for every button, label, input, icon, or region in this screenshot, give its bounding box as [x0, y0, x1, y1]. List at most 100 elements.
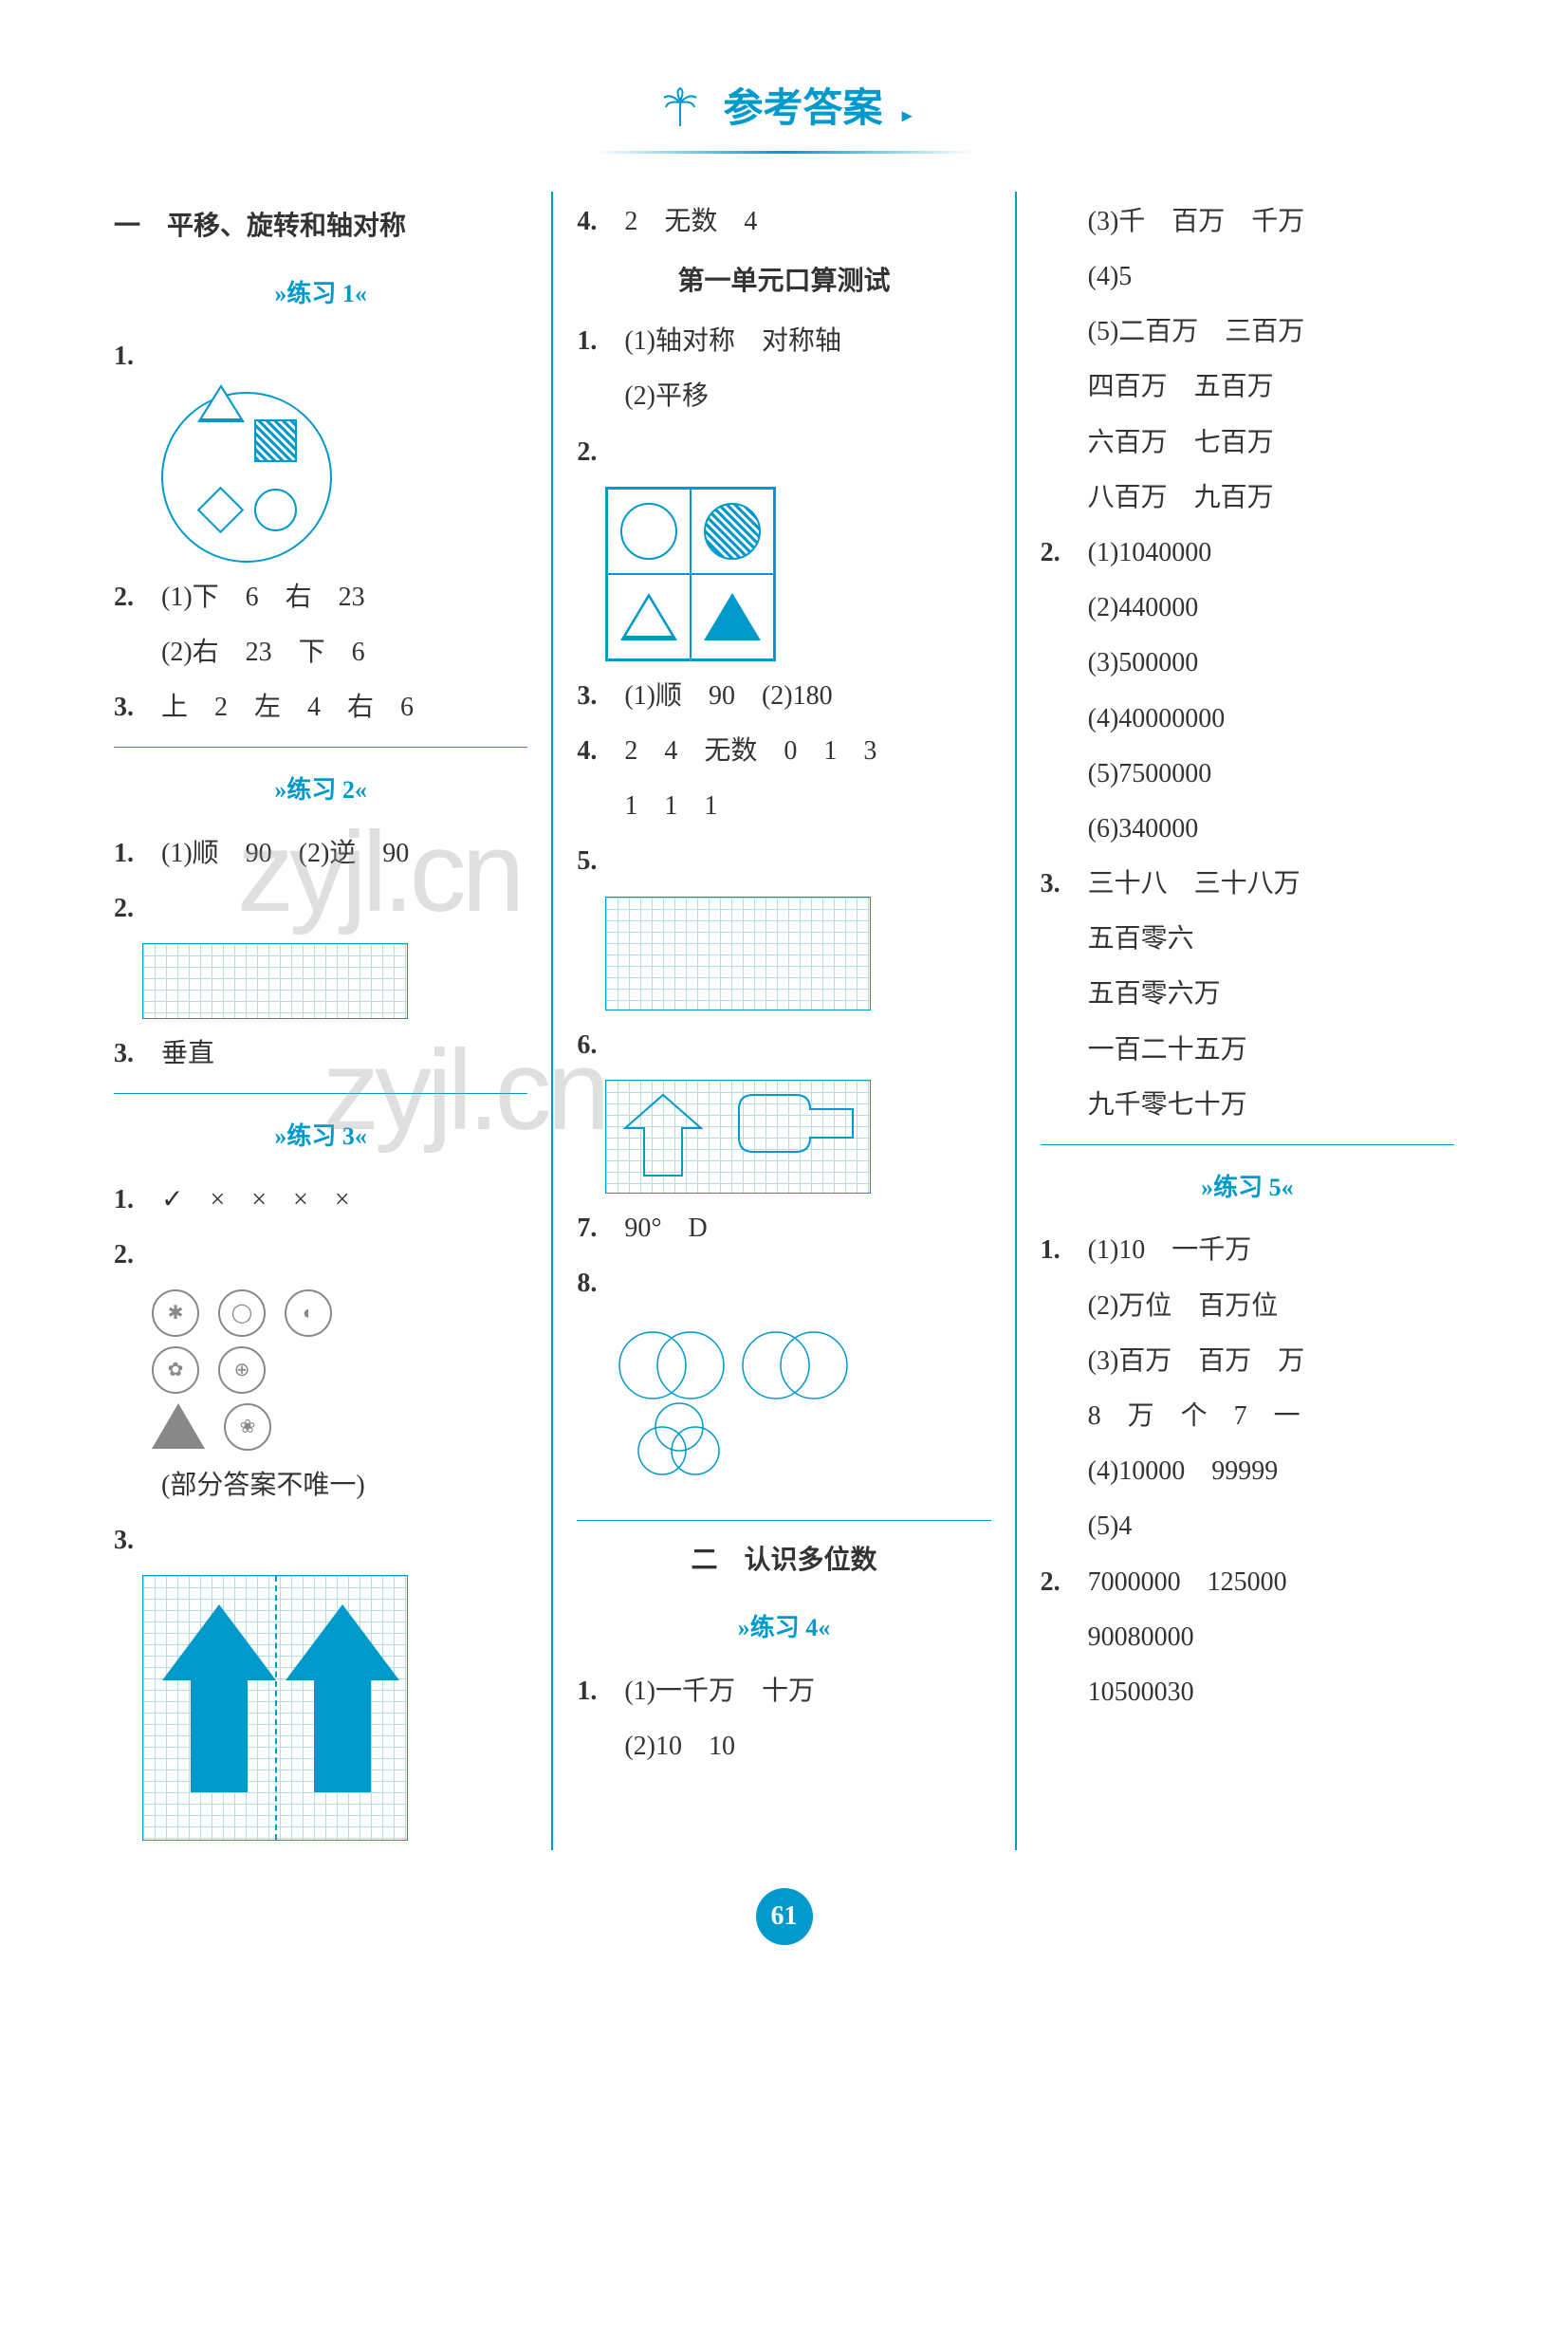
p4-2-6: (6)340000 [1041, 804, 1454, 854]
u4-2: 1 1 1 [577, 781, 990, 831]
column-3: (3)千 百万 千万 (4)5 (5)二百万 三百万 四百万 五百万 六百万 七… [1022, 192, 1473, 1850]
p2-q3: 3.垂直 [114, 1029, 527, 1079]
q1: 1. [114, 331, 527, 381]
circle-shape [254, 489, 297, 531]
triangle-shape [197, 422, 245, 460]
u2: 2. [577, 427, 990, 477]
u4: 4.2 4 无数 0 1 3 [577, 726, 990, 776]
u6: 6. [577, 1020, 990, 1070]
p5-1-5: (5)4 [1041, 1501, 1454, 1551]
section-2-title: 二 认识多位数 [577, 1535, 990, 1585]
p5-2-2: 90080000 [1041, 1612, 1454, 1662]
u7: 7.90° D [577, 1203, 990, 1253]
triangle-icon [152, 1403, 205, 1449]
divider [577, 1520, 990, 1521]
pattern-icon: ◐ [285, 1289, 332, 1337]
p2-q1: 1.(1)顺 90 (2)逆 90 [114, 828, 527, 879]
arrow-stem [191, 1678, 248, 1792]
p5-1-2: (2)万位 百万位 [1041, 1281, 1454, 1331]
u8-circles [605, 1318, 990, 1506]
symmetry-line [275, 1576, 277, 1840]
page-title: 参考答案 ▸ [95, 76, 1473, 141]
u1-2: (2)平移 [577, 371, 990, 421]
p5-2-3: 10500030 [1041, 1667, 1454, 1717]
u2-grid [605, 487, 776, 661]
q4: 4.2 无数 4 [577, 196, 990, 247]
q3: 3.上 2 左 4 右 6 [114, 682, 527, 732]
p4-5: (5)二百万 三百万 [1041, 306, 1454, 357]
p4-3-4: 一百二十五万 [1041, 1025, 1454, 1075]
q2-2: (2)右 23 下 6 [114, 627, 527, 677]
circle-outline [620, 503, 677, 560]
p4-2: (2)10 10 [577, 1721, 990, 1771]
section-1-title: 一 平移、旋转和轴对称 [114, 201, 527, 251]
p3-q3: 3. [114, 1515, 527, 1566]
practice-4-label: »练习 4« [577, 1604, 990, 1651]
title-underline [595, 151, 974, 154]
column-divider [1015, 192, 1017, 1850]
p4-5d: 八百万 九百万 [1041, 473, 1454, 523]
q1-diagram [161, 392, 332, 563]
p4-3-3: 五百零六万 [1041, 969, 1454, 1019]
p2-q2-grid [142, 943, 408, 1019]
icon-row-2: ✿ ⊕ [152, 1346, 527, 1394]
divider [114, 747, 527, 748]
grid-cell [607, 574, 691, 659]
p4-4: (4)5 [1041, 251, 1454, 302]
column-divider [551, 192, 553, 1850]
content-columns: 一 平移、旋转和轴对称 »练习 1« 1. 2.(1)下 6 右 23 (2)右… [95, 192, 1473, 1850]
p4-2-3: (3)500000 [1041, 638, 1454, 688]
arrow-shape-2 [286, 1604, 399, 1680]
p5-1-3: (3)百万 百万 万 [1041, 1336, 1454, 1386]
pattern-icon: ⊕ [218, 1346, 266, 1394]
diamond-shape [197, 487, 244, 533]
divider [1041, 1144, 1454, 1145]
u8: 8. [577, 1258, 990, 1308]
palm-icon [656, 83, 704, 141]
p4-2-4: (4)40000000 [1041, 694, 1454, 744]
arrow-stem-2 [314, 1678, 371, 1792]
p4-2-5: (5)7500000 [1041, 749, 1454, 799]
triangle-outline [620, 593, 677, 640]
title-text: 参考答案 [723, 87, 882, 131]
page-number: 61 [756, 1888, 813, 1945]
p4-q2: 2.(1)1040000 [1041, 528, 1454, 578]
p5-q2: 2.7000000 125000 [1041, 1557, 1454, 1607]
pattern-icon: ◯ [218, 1289, 266, 1337]
grid-cell [607, 489, 691, 574]
u3: 3.(1)顺 90 (2)180 [577, 671, 990, 721]
triangle-marker: ▸ [902, 105, 912, 126]
arrow-shape [162, 1604, 276, 1680]
circle-fill [704, 503, 761, 560]
divider [114, 1093, 527, 1094]
u5-grid [605, 897, 871, 1010]
pattern-icon: ❀ [224, 1403, 271, 1451]
u6-grid [605, 1080, 871, 1194]
p3-q3-grid [142, 1575, 408, 1841]
p3-note: (部分答案不唯一) [114, 1460, 527, 1510]
p4-q3: 3.三十八 三十八万 [1041, 859, 1454, 909]
grid-cell [691, 574, 774, 659]
q2: 2.(1)下 6 右 23 [114, 572, 527, 622]
column-2: 4.2 无数 4 第一单元口算测试 1.(1)轴对称 对称轴 (2)平移 2. … [558, 192, 1009, 1850]
p2-q2: 2. [114, 883, 527, 934]
pattern-icon: ✿ [152, 1346, 199, 1394]
practice-1-label: »练习 1« [114, 270, 527, 317]
p4-q1: 1.(1)一千万 十万 [577, 1666, 990, 1716]
p5-q1: 1.(1)10 一千万 [1041, 1225, 1454, 1275]
p4-3-2: 五百零六 [1041, 914, 1454, 964]
practice-2-label: »练习 2« [114, 767, 527, 813]
square-shape [254, 419, 297, 462]
column-1: 一 平移、旋转和轴对称 »练习 1« 1. 2.(1)下 6 右 23 (2)右… [95, 192, 546, 1850]
p4-5b: 四百万 五百万 [1041, 361, 1454, 412]
icon-row-3: ❀ [152, 1403, 527, 1451]
grid-cell [691, 489, 774, 574]
p3-q2: 2. [114, 1230, 527, 1280]
p4-2-2: (2)440000 [1041, 583, 1454, 633]
u1: 1.(1)轴对称 对称轴 [577, 316, 990, 366]
p3-q1: 1.✓ × × × × [114, 1175, 527, 1225]
practice-5-label: »练习 5« [1041, 1164, 1454, 1211]
u5: 5. [577, 836, 990, 886]
p4-3: (3)千 百万 千万 [1041, 196, 1454, 247]
p5-1-4: (4)10000 99999 [1041, 1446, 1454, 1496]
